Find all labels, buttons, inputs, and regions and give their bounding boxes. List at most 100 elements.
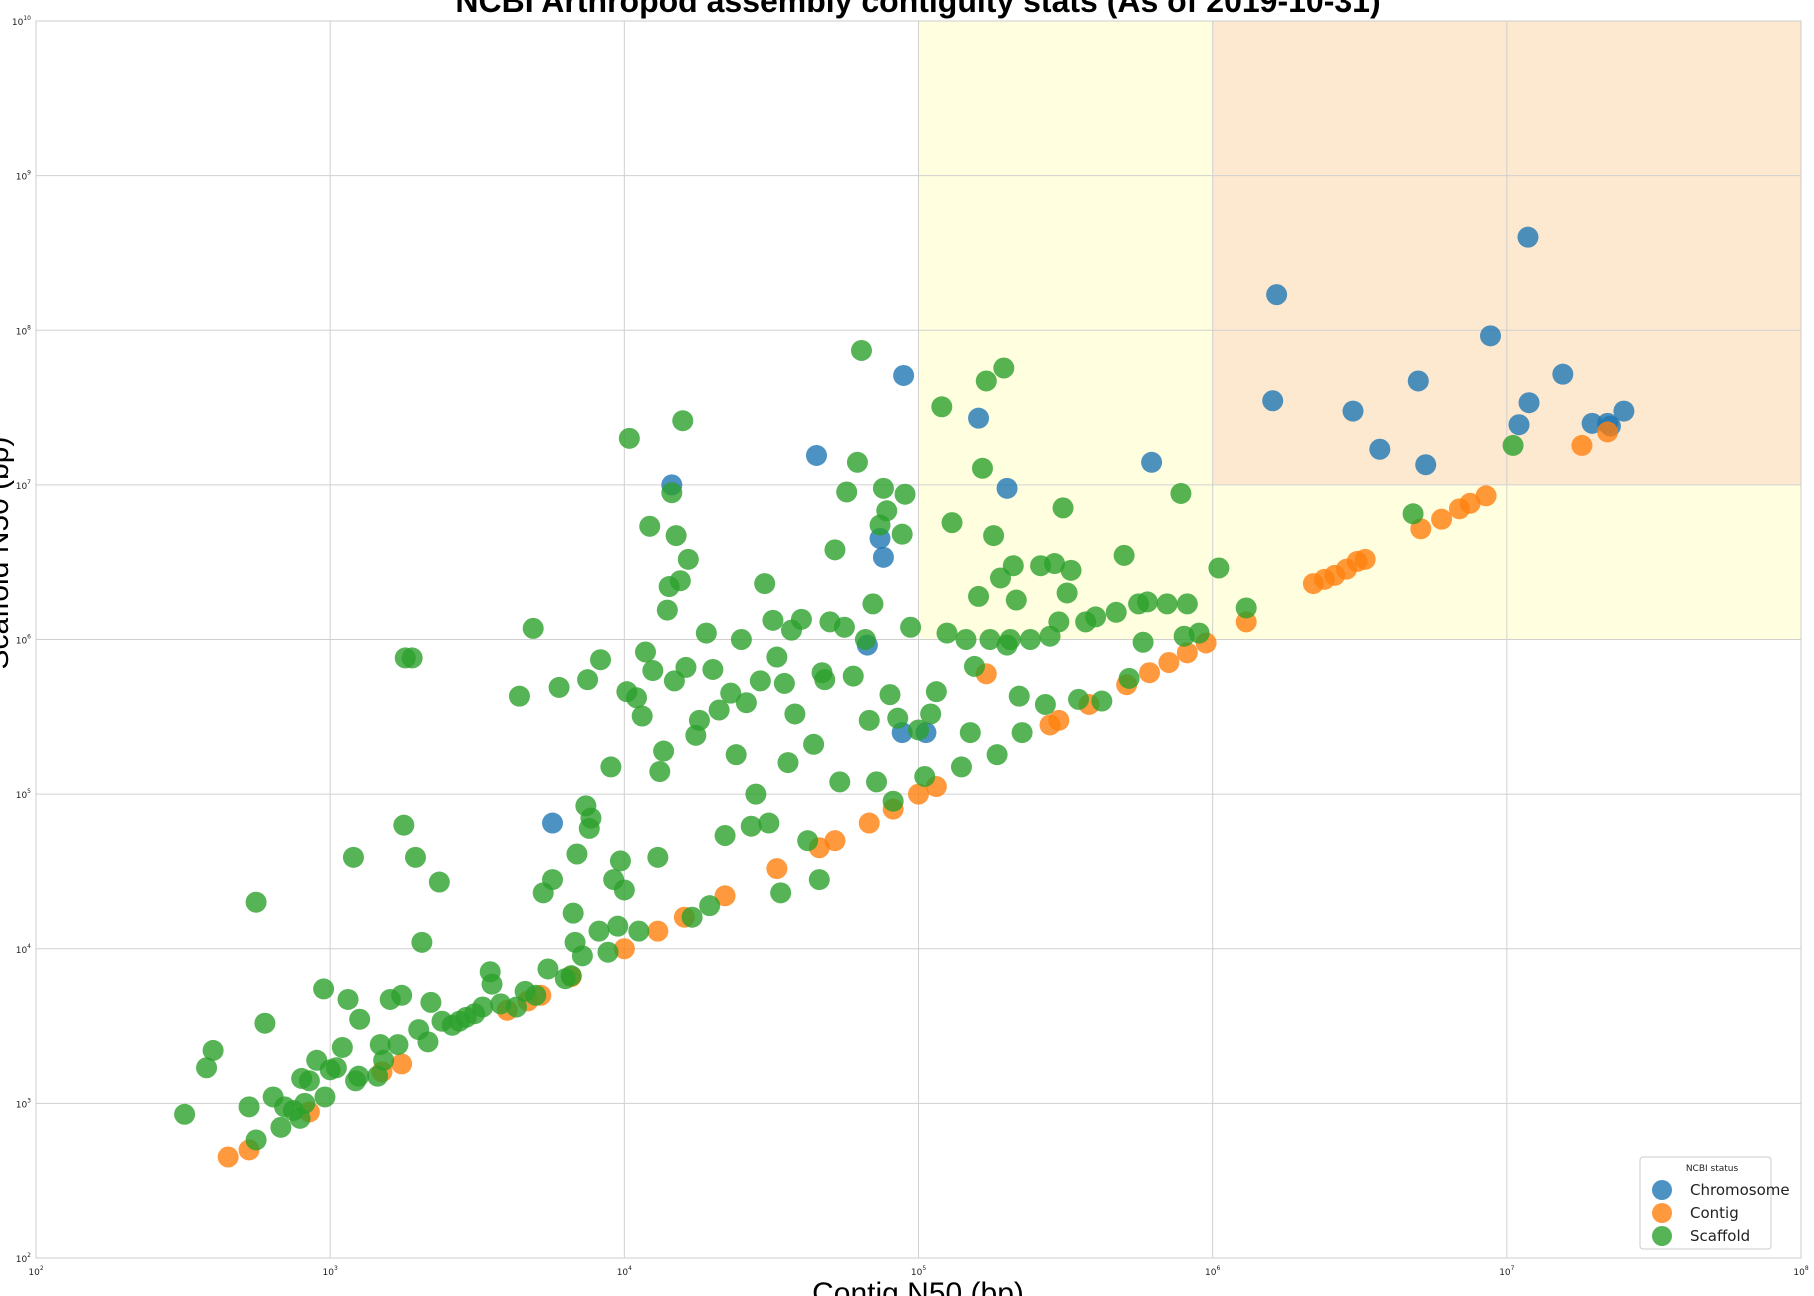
scaffold-point <box>963 655 985 677</box>
data-points <box>174 226 1635 1168</box>
scaffold-point <box>1044 553 1066 575</box>
scaffold-point <box>677 548 699 570</box>
contig-point <box>1571 434 1593 456</box>
chart-title: NCBI Arthropod assembly contiguity stats… <box>455 0 1380 19</box>
scaffold-point <box>349 1008 371 1030</box>
scaffold-point <box>908 719 929 741</box>
scaffold-point <box>850 339 872 361</box>
chromosome-point <box>893 364 915 386</box>
scaffold-point <box>254 1012 276 1034</box>
scaffold-point <box>983 525 1005 547</box>
scaffold-point <box>1085 606 1107 628</box>
scaffold-point <box>894 483 916 505</box>
scaffold-point <box>270 1116 292 1138</box>
scaffold-point <box>854 629 876 650</box>
scaffold-point <box>1235 597 1257 619</box>
scaffold-point <box>699 895 721 917</box>
chromosome-point <box>1415 454 1437 476</box>
scaffold-point <box>653 740 675 762</box>
scaffold-point <box>369 1034 391 1056</box>
plot-frame <box>35 20 1802 1259</box>
scaffold-point <box>600 756 622 778</box>
scaffold-point <box>1176 593 1198 615</box>
scaffold-point <box>979 629 1001 650</box>
scaffold-point <box>749 670 771 692</box>
scaffold-point <box>900 616 922 638</box>
scaffold-point <box>1060 559 1082 581</box>
contig-point <box>714 885 736 907</box>
contig-point <box>908 783 929 805</box>
scaffold-point <box>626 687 648 709</box>
scaffold-point <box>245 891 267 913</box>
contig-point <box>647 920 669 942</box>
chromosome-point <box>872 546 894 568</box>
scaffold-point <box>1105 601 1127 623</box>
scaffold-point <box>829 771 851 793</box>
scaffold-point <box>675 656 697 678</box>
scaffold-point <box>472 996 494 1018</box>
scaffold-point <box>1002 555 1024 577</box>
x-tick-labels: 102 103 104 105 106 107 108 <box>28 1265 1808 1278</box>
scaffold-point <box>1208 557 1230 579</box>
scaffold-point <box>656 599 678 621</box>
contig-point <box>217 1146 239 1168</box>
contig-point <box>391 1053 413 1075</box>
contig-point <box>824 830 846 852</box>
contig-point <box>1354 548 1376 570</box>
scaffold-point <box>506 996 528 1018</box>
scaffold-point <box>866 771 888 793</box>
scaffold-point <box>373 1049 395 1071</box>
x-axis-label: Contig N50 (bp) <box>812 1277 1024 1296</box>
series-scaffold <box>174 339 1524 1151</box>
scaffold-point <box>695 622 717 644</box>
scaffold-point <box>735 692 757 714</box>
scaffold-point <box>814 669 836 691</box>
scaffold-point <box>708 699 730 721</box>
legend-marker-contig <box>1652 1203 1672 1223</box>
scaffold-point <box>618 427 640 449</box>
scaffold-point <box>639 515 661 537</box>
scaffold-point <box>936 622 958 644</box>
scaffold-point <box>401 647 423 669</box>
scaffold-point <box>348 1065 370 1087</box>
scaffold-point <box>337 988 359 1010</box>
scaffold-point <box>777 752 799 774</box>
x-tick-label: 102 <box>28 1265 43 1278</box>
scaffold-point <box>931 396 953 418</box>
scaffold-point <box>665 525 687 547</box>
scaffold-point <box>986 744 1008 766</box>
scaffold-point <box>571 945 593 967</box>
chromosome-point <box>1581 412 1603 434</box>
scaffold-point <box>609 850 631 872</box>
scaffold-point <box>925 681 947 703</box>
scaffold-point <box>887 707 909 729</box>
scaffold-point <box>833 616 855 638</box>
scaffold-point <box>548 676 570 698</box>
scaffold-point <box>725 744 747 766</box>
chromosome-point <box>1480 325 1502 347</box>
chromosome-point <box>996 477 1018 499</box>
y-tick-label: 106 <box>16 634 31 647</box>
contig-point <box>1431 508 1453 530</box>
scaffold-point <box>202 1039 224 1061</box>
y-tick-label: 109 <box>16 170 31 183</box>
scaffold-point <box>762 609 784 631</box>
scaffold-point <box>1132 631 1154 653</box>
scaffold-point <box>842 665 864 687</box>
y-tick-label: 107 <box>16 479 31 492</box>
scaffold-point <box>580 807 602 829</box>
scaffold-point <box>803 733 825 755</box>
scaffold-point <box>950 756 972 778</box>
x-tick-label: 104 <box>617 1265 632 1278</box>
scaffold-point <box>872 477 894 499</box>
scaffold-point <box>560 965 582 987</box>
scaffold-point <box>1019 629 1041 650</box>
scaffold-point <box>730 629 752 650</box>
contig-point <box>1475 485 1497 507</box>
scaffold-point <box>649 761 671 783</box>
scaffold-point <box>1056 582 1078 604</box>
scaffold-point <box>669 570 691 592</box>
legend-label-scaffold: Scaffold <box>1690 1227 1750 1245</box>
scaffold-point <box>766 646 788 668</box>
scaffold-point <box>702 658 724 680</box>
